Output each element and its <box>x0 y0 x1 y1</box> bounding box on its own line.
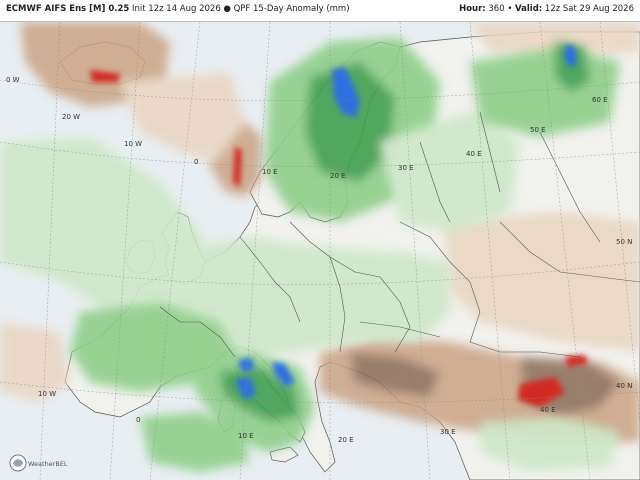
map-header: ECMWF AIFS Ens [M] 0.25 Init 12z 14 Aug … <box>0 0 640 22</box>
logo-text: WeatherBELL <box>28 460 68 468</box>
grid-label: 50 N <box>616 238 632 246</box>
grid-label: 10 W <box>38 390 56 398</box>
grid-label: 0 W <box>6 76 20 84</box>
wet-greece-sea <box>480 417 620 472</box>
grid-label: 50 E <box>530 126 546 134</box>
wet-north-russia <box>470 47 620 137</box>
grid-label: 10 E <box>262 168 278 176</box>
borders <box>159 111 640 358</box>
grid-label: 0 <box>194 158 198 166</box>
weatherbell-logo: WeatherBELL <box>9 454 68 472</box>
model-name: ECMWF AIFS Ens [M] 0.25 <box>6 4 130 14</box>
grid-label: 20 E <box>338 436 354 444</box>
grid-label: 40 N <box>616 382 632 390</box>
grid-lines <box>0 22 640 480</box>
max-sweden <box>332 67 360 117</box>
grid-labels: 0 W 20 W 10 W 0 10 E 20 E 30 E 40 E 50 E… <box>6 76 632 444</box>
grid-label: 20 E <box>330 172 346 180</box>
sicily <box>269 446 299 463</box>
grid-label: 0 <box>136 416 140 424</box>
grid-label: 30 E <box>440 428 456 436</box>
min-iceland <box>90 70 120 82</box>
header-title: ECMWF AIFS Ens [M] 0.25 Init 12z 14 Aug … <box>6 4 350 14</box>
wet-central-europe <box>160 237 450 357</box>
min-caucasus <box>565 355 588 367</box>
grid-label: 40 E <box>540 406 556 414</box>
hour-label: Hour: <box>459 4 486 14</box>
valid-label: Valid: <box>515 4 543 14</box>
dry-north-atlantic <box>120 72 245 162</box>
max-tuscany <box>235 377 256 400</box>
dry-eastern-europe <box>445 212 640 352</box>
max-urals <box>564 44 577 68</box>
grid-label: 10 E <box>238 432 254 440</box>
grid-label: 40 E <box>466 150 482 158</box>
valid-value: 12z Sat 29 Aug 2026 <box>544 4 634 14</box>
wet-med-south <box>140 412 250 472</box>
init-time: Init 12z 14 Aug 2026 <box>132 4 221 14</box>
wet-baltic-russia <box>380 112 520 232</box>
anomaly-map: 0 W 20 W 10 W 0 10 E 20 E 30 E 40 E 50 E… <box>0 22 640 480</box>
min-turkey <box>518 377 565 407</box>
product-name: QPF 15-Day Anomaly (mm) <box>233 4 350 14</box>
max-adriatic <box>272 362 295 387</box>
grid-label: 10 W <box>124 140 142 148</box>
grid-label: 20 W <box>62 113 80 121</box>
header-separator: ● <box>223 4 231 14</box>
dry-balkans-core <box>350 352 440 397</box>
max-alps <box>238 358 254 372</box>
grid-label: 30 E <box>398 164 414 172</box>
hour-value: 360 <box>488 4 505 14</box>
grid-label: 60 E <box>592 96 608 104</box>
wet-scandinavia-core <box>305 62 395 182</box>
header-valid-time: Hour: 360 • Valid: 12z Sat 29 Aug 2026 <box>459 4 634 14</box>
wet-atlantic-band <box>0 137 210 332</box>
wet-urals-core <box>555 42 590 92</box>
anomaly-fields <box>0 22 640 472</box>
dry-north-russia <box>470 22 640 57</box>
min-norway <box>233 147 242 187</box>
dry-iberia-edge <box>0 322 70 402</box>
